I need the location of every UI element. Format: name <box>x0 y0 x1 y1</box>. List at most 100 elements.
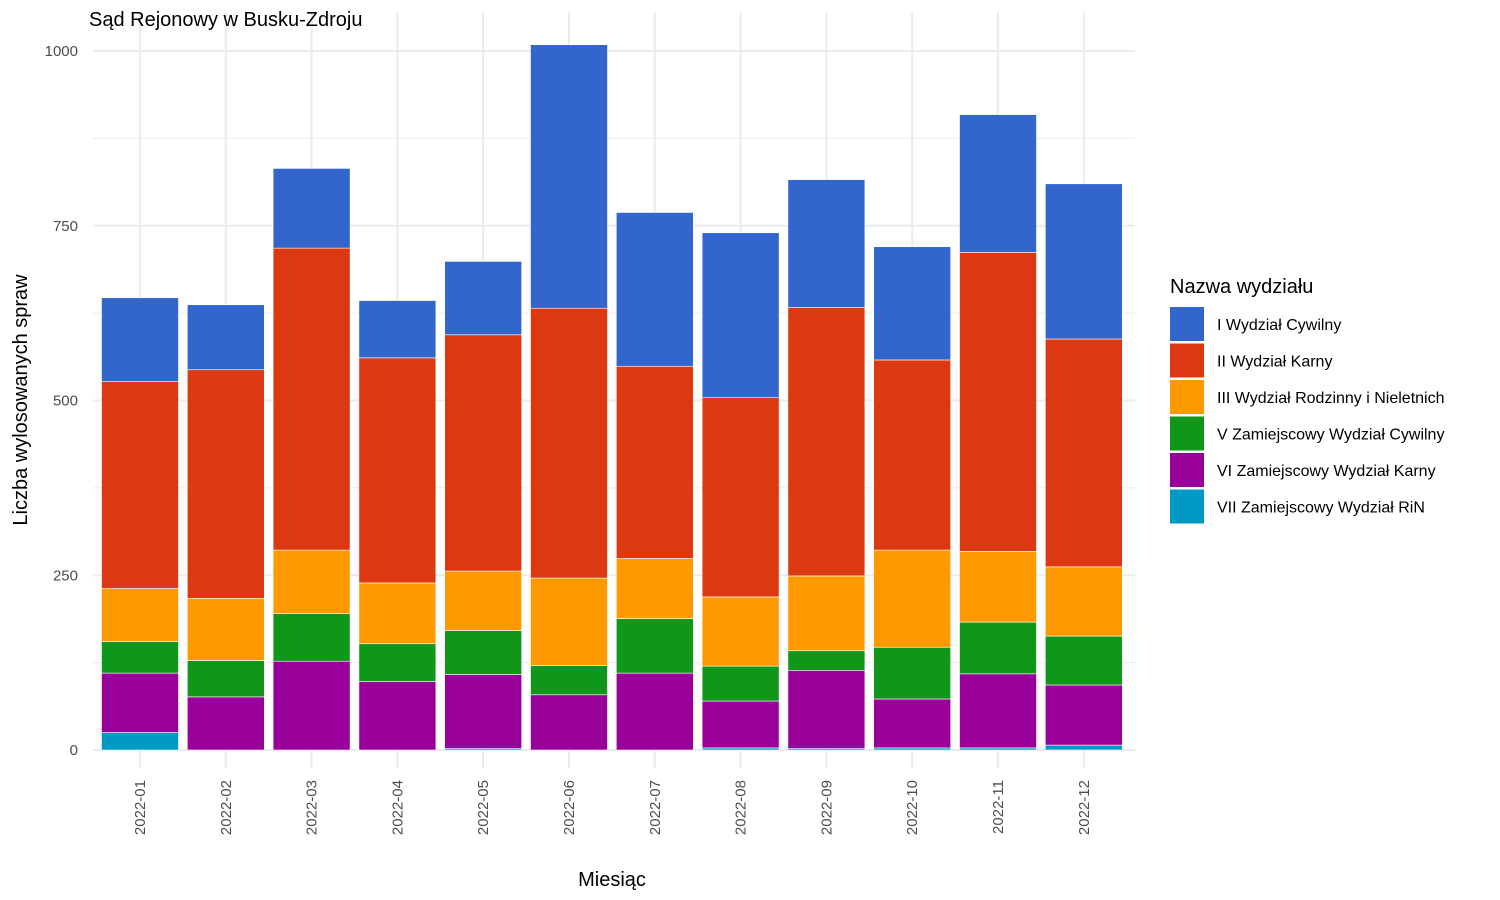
bar-segment <box>530 694 608 751</box>
legend-label: VI Zamiejscowy Wydział Karny <box>1217 463 1436 480</box>
bar-segment <box>358 681 437 751</box>
legend-key <box>1170 307 1204 341</box>
legend-label: III Wydział Rodzinny i Nieletnich <box>1217 390 1445 407</box>
bar-segment <box>358 357 437 584</box>
bar-segment <box>959 621 1037 675</box>
bar-segment <box>444 570 523 631</box>
legend-label: I Wydział Cywilny <box>1217 317 1341 334</box>
legend-key <box>1170 489 1204 524</box>
x-tick-label: 2022-08 <box>733 780 750 835</box>
bar-segment <box>358 643 437 682</box>
bar-segment <box>1045 684 1123 746</box>
bar-segment <box>358 582 437 645</box>
y-tick-label: 1000 <box>45 43 78 60</box>
bar-segment <box>873 646 952 700</box>
bar-segment <box>615 672 694 751</box>
x-tick-label: 2022-11 <box>990 780 1007 834</box>
bar-segment <box>615 618 694 674</box>
bar-segment <box>101 381 179 589</box>
bar-segment <box>187 660 265 698</box>
x-tick-label: 2022-09 <box>818 780 835 835</box>
legend-key <box>1170 343 1204 378</box>
y-tick-label: 750 <box>53 218 78 235</box>
bar-segment <box>701 232 780 399</box>
legend-label: V Zamiejscowy Wydział Cywilny <box>1217 427 1444 444</box>
x-tick-label: 2022-01 <box>132 780 149 835</box>
bar-segment <box>187 598 265 661</box>
x-tick-label: 2022-05 <box>475 780 492 835</box>
bar-segment <box>101 588 179 642</box>
bar-segment <box>530 577 608 666</box>
bar-segment <box>272 247 351 551</box>
chart-title: Sąd Rejonowy w Busku-Zdroju <box>89 9 362 31</box>
bar-segment <box>1045 566 1123 637</box>
x-tick-label: 2022-06 <box>561 780 578 835</box>
y-tick-label: 250 <box>53 567 78 584</box>
legend-key <box>1170 380 1204 414</box>
bar-segment <box>444 334 523 572</box>
legend-title: Nazwa wydziału <box>1170 276 1313 298</box>
x-tick-label: 2022-04 <box>389 780 406 835</box>
bar-segment <box>959 673 1037 749</box>
bar-segment <box>444 630 523 675</box>
x-tick-label: 2022-10 <box>904 780 921 835</box>
bar-segment <box>873 698 952 749</box>
bar-segment <box>959 114 1037 253</box>
bar-segment <box>272 613 351 662</box>
x-tick-label: 2022-07 <box>647 780 664 835</box>
legend-items: I Wydział Cywilny II Wydział Karny III Wyd… <box>1170 307 1445 524</box>
bar-segment <box>787 307 866 577</box>
y-axis-ticks: 0 250 500 750 1000 <box>45 43 78 759</box>
bar-segment <box>101 732 179 751</box>
bar-segment <box>615 558 694 619</box>
bar-segment <box>101 672 179 733</box>
legend-key <box>1170 416 1204 451</box>
bar-segment <box>187 369 265 599</box>
bar-segment <box>959 551 1037 623</box>
bar-segment <box>873 747 952 751</box>
x-tick-label: 2022-03 <box>304 780 321 835</box>
bar-segment <box>701 397 780 598</box>
bar-segment <box>873 246 952 361</box>
bars <box>101 44 1123 751</box>
bar-segment <box>272 168 351 249</box>
bar-segment <box>701 665 780 702</box>
bar-segment <box>530 44 608 309</box>
bar-segment <box>272 660 351 751</box>
bar-segment <box>701 700 780 749</box>
legend-label: VII Zamiejscowy Wydział RiN <box>1217 500 1425 517</box>
bar-segment <box>530 665 608 696</box>
bar-segment <box>787 650 866 671</box>
x-tick-label: 2022-12 <box>1076 780 1093 835</box>
bar-segment <box>787 179 866 308</box>
bar-segment <box>959 252 1037 552</box>
bar-segment <box>701 596 780 667</box>
x-axis-ticks: 2022-01 2022-02 2022-03 2022-04 2022-05 2022-… <box>132 780 1093 835</box>
x-tick-label: 2022-02 <box>218 780 235 835</box>
bar-segment <box>787 575 866 652</box>
legend-label: II Wydział Karny <box>1217 354 1332 371</box>
bar-segment <box>444 674 523 749</box>
bar-segment <box>272 549 351 615</box>
legend: Nazwa wydziału I Wydział Cywilny II Wydzi… <box>1170 276 1445 524</box>
bar-segment <box>101 297 179 382</box>
bar-segment <box>1045 183 1123 340</box>
bar-segment <box>101 641 179 674</box>
bar-segment <box>873 549 952 648</box>
y-axis-title: Liczba wylosowanych spraw <box>10 274 32 526</box>
bar-segment <box>444 261 523 336</box>
y-tick-label: 500 <box>53 393 78 410</box>
y-tick-label: 0 <box>70 742 78 759</box>
bar-segment <box>701 747 780 751</box>
bar-segment <box>1045 635 1123 686</box>
legend-key <box>1170 453 1204 487</box>
x-axis-title: Miesiąc <box>578 869 646 891</box>
bar-segment <box>1045 744 1123 751</box>
bar-segment <box>530 307 608 579</box>
bar-segment <box>187 696 265 751</box>
bar-segment <box>615 212 694 367</box>
bar-segment <box>787 670 866 749</box>
bar-segment <box>187 304 265 371</box>
